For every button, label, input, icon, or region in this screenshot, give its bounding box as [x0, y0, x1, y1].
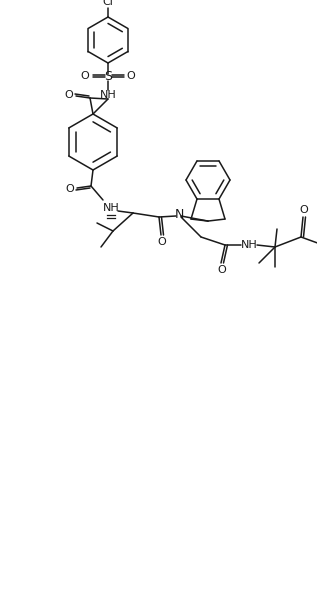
- Text: O: O: [65, 90, 73, 100]
- Text: NH: NH: [103, 203, 120, 213]
- Text: NH: NH: [100, 90, 116, 100]
- Text: O: O: [300, 205, 308, 215]
- Text: O: O: [218, 265, 226, 275]
- Text: O: O: [66, 184, 74, 194]
- Text: Cl: Cl: [103, 0, 113, 7]
- Text: O: O: [126, 71, 135, 81]
- Text: O: O: [81, 71, 89, 81]
- Text: N: N: [174, 209, 184, 221]
- Text: O: O: [158, 237, 166, 247]
- Text: NH: NH: [241, 240, 257, 250]
- Text: S: S: [104, 71, 112, 84]
